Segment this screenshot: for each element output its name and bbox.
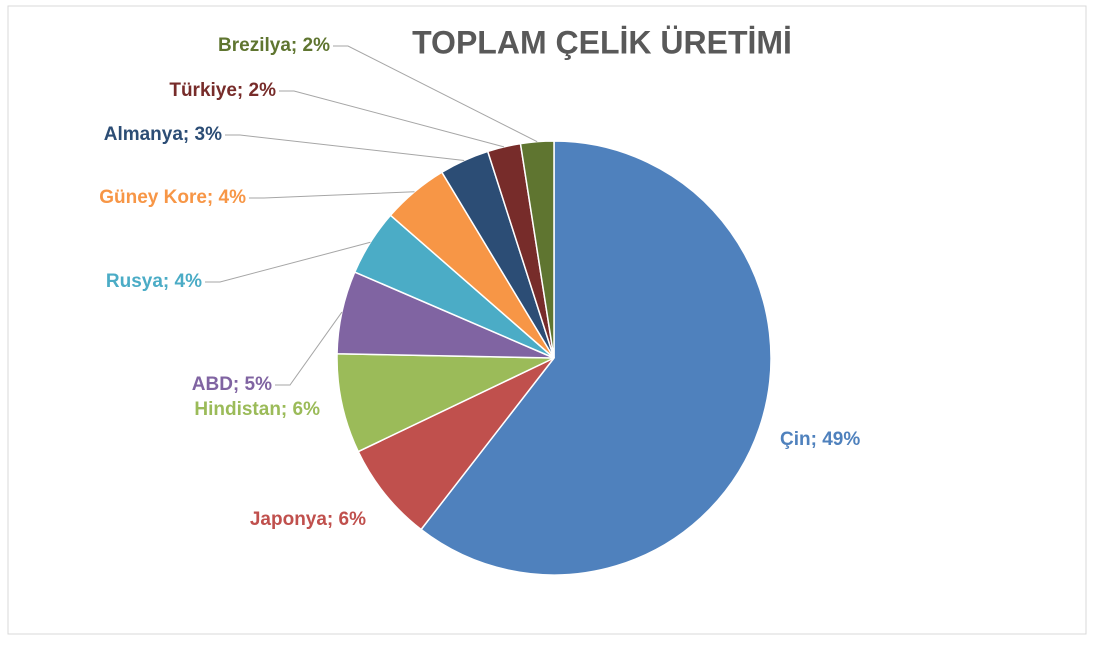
data-label: Rusya; 4% xyxy=(106,271,202,292)
pie-slice xyxy=(357,357,555,531)
leader-line xyxy=(249,191,415,199)
data-label: Çin; 49% xyxy=(780,429,860,450)
leader-line xyxy=(333,45,538,143)
data-label: Türkiye; 2% xyxy=(169,80,276,101)
leader-line xyxy=(275,311,343,386)
leader-line xyxy=(279,90,505,148)
data-label: Hindistan; 6% xyxy=(194,399,320,420)
pie-slice xyxy=(420,140,772,576)
pie-slice xyxy=(336,353,555,453)
data-label: Brezilya; 2% xyxy=(218,35,330,56)
chart-title: TOPLAM ÇELİK ÜRETİMİ xyxy=(412,24,792,60)
leader-line xyxy=(205,241,371,283)
data-label: Güney Kore; 4% xyxy=(99,187,246,208)
data-label: ABD; 5% xyxy=(192,374,272,395)
leader-line xyxy=(225,134,465,161)
data-label: Japonya; 6% xyxy=(250,509,366,530)
data-label: Almanya; 3% xyxy=(104,124,222,145)
